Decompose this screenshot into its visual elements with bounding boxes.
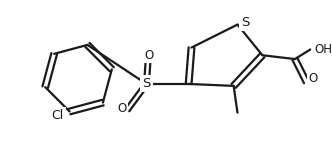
Text: OH: OH bbox=[314, 43, 332, 56]
Text: Cl: Cl bbox=[51, 109, 64, 122]
Text: O: O bbox=[117, 102, 126, 115]
Text: O: O bbox=[145, 48, 154, 62]
Text: O: O bbox=[308, 72, 318, 85]
Text: S: S bbox=[241, 16, 250, 29]
Text: S: S bbox=[142, 78, 151, 90]
